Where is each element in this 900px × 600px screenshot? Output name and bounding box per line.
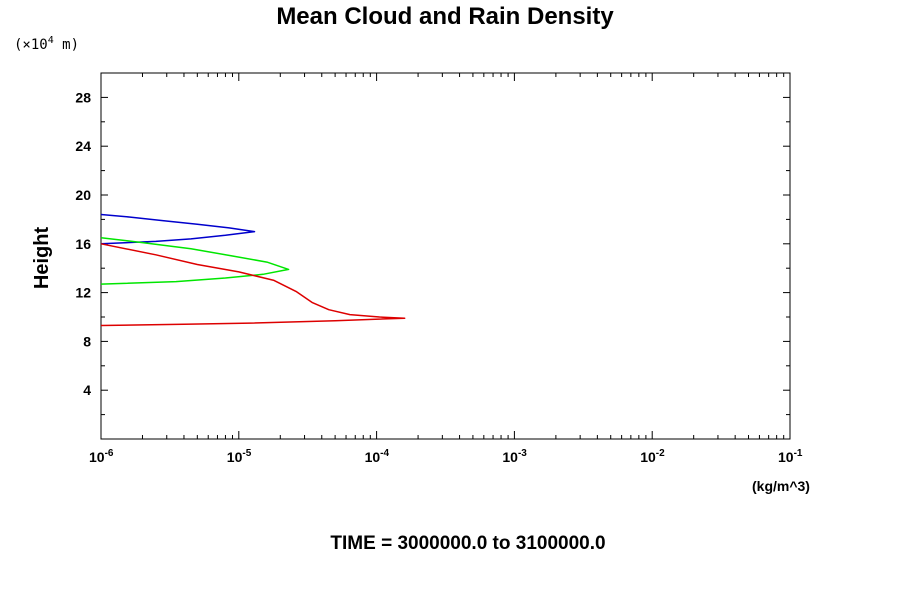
x-tick-label: 10-2 — [640, 448, 665, 465]
y-unit-note-exponent: 4 — [48, 35, 54, 46]
y-tick-label: 16 — [75, 236, 91, 252]
plot-frame — [100, 72, 791, 440]
y-axis-label: Height — [31, 227, 53, 290]
x-tick-labels: 10-6 10-5 10-4 10-3 10-2 10-1 — [89, 448, 803, 465]
x-axis-unit: (kg/m^3) — [752, 478, 810, 494]
series-group — [100, 213, 406, 327]
y-tick-label: 4 — [83, 382, 91, 398]
x-tick-label: 10-3 — [502, 448, 527, 465]
y-tick-label: 12 — [75, 285, 91, 301]
x-tick-label-base: 10 — [640, 449, 656, 465]
x-tick-label-base: 10 — [502, 449, 518, 465]
y-tick-label: 24 — [75, 138, 91, 154]
y-unit-note-prefix: (×10 — [14, 37, 48, 53]
x-tick-label-exponent: -6 — [105, 448, 114, 459]
x-tick-label-exponent: -4 — [380, 448, 389, 459]
chart-title: Mean Cloud and Rain Density — [276, 3, 614, 30]
y-tick-label: 8 — [83, 333, 91, 349]
series-line-3 — [100, 243, 406, 327]
x-tick-label-base: 10 — [89, 449, 105, 465]
series-line-1 — [100, 213, 256, 245]
axis-ticks — [100, 73, 791, 439]
y-unit-note: (×104 m) — [14, 35, 79, 53]
y-tick-label: 28 — [75, 89, 91, 105]
x-tick-label-base: 10 — [365, 449, 381, 465]
x-tick-label: 10-6 — [89, 448, 114, 465]
series-line-2 — [100, 236, 290, 285]
x-tick-label-exponent: -2 — [656, 448, 665, 459]
x-tick-label: 10-1 — [778, 448, 803, 465]
x-tick-label-base: 10 — [778, 449, 794, 465]
x-tick-label-exponent: -5 — [242, 448, 251, 459]
y-unit-note-suffix: m) — [54, 37, 79, 53]
x-tick-label: 10-4 — [365, 448, 390, 465]
y-tick-label: 20 — [75, 187, 91, 203]
x-tick-label-exponent: -1 — [794, 448, 803, 459]
x-tick-label-exponent: -3 — [518, 448, 527, 459]
x-tick-label: 10-5 — [227, 448, 252, 465]
y-tick-labels: 4 8 12 16 20 24 28 — [75, 89, 91, 398]
x-tick-label-base: 10 — [227, 449, 243, 465]
time-range-label: TIME = 3000000.0 to 3100000.0 — [330, 533, 605, 554]
